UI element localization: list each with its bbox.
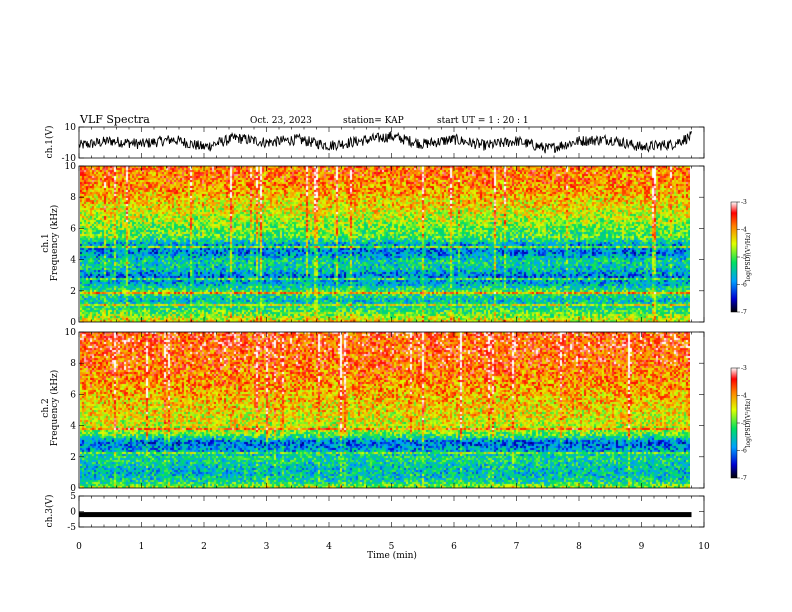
spec2-heatmap — [80, 332, 690, 488]
figure-title: VLF Spectra — [79, 113, 150, 126]
spec2-ytick-label: 10 — [65, 328, 77, 338]
spec2-ytick-label: 2 — [70, 453, 76, 463]
ch1-colorbar-label: log(PSD)(V²/Hz) — [745, 233, 752, 282]
x-tick-label: 9 — [639, 542, 645, 552]
svg-text:ch.2: ch.2 — [41, 398, 51, 417]
cb1-tick-label: -5 — [741, 254, 747, 261]
ch1-ytick-label: -10 — [62, 154, 77, 164]
ch3-ytick-label: -5 — [67, 523, 76, 533]
x-tick-label: 4 — [326, 542, 332, 552]
ch1-waveform-line — [78, 131, 692, 154]
cb2-tick-label: -4 — [741, 393, 747, 400]
cb1-tick-label: -6 — [741, 282, 747, 289]
station-label: station= KAP — [343, 116, 404, 126]
cb2-tick-label: -6 — [741, 448, 747, 455]
spec1-ytick-label: 10 — [65, 162, 77, 172]
svg-text:Frequency (kHz): Frequency (kHz) — [49, 370, 60, 447]
ch3-ylabel: ch.3(V) — [44, 495, 55, 528]
ch2-colorbar: -3 -4 -5 -6 -7 — [730, 365, 747, 482]
spec1-ytick-label: 4 — [70, 256, 76, 266]
ch2-colorbar-label: log(PSD)(V²/Hz) — [745, 399, 752, 448]
svg-text:ch.1: ch.1 — [41, 233, 51, 252]
svg-text:Frequency (kHz): Frequency (kHz) — [49, 205, 60, 282]
ch1-colorbar: -3 -4 -5 -6 -7 — [730, 199, 747, 316]
x-tick-label: 7 — [514, 542, 520, 552]
ch1-ytick-label: 10 — [65, 123, 77, 133]
x-axis-label: Time (min) — [367, 550, 417, 561]
spec1-ytick-label: 2 — [70, 287, 76, 297]
spec1-heatmap — [80, 166, 690, 322]
x-tick-label: 3 — [264, 542, 270, 552]
ch3-ytick-label: 5 — [70, 492, 76, 502]
spec1-ytick-label: 6 — [70, 224, 76, 234]
ch3-waveform-band — [79, 512, 692, 518]
spec1-ytick-label: 8 — [70, 193, 76, 203]
x-tick-label: 10 — [698, 542, 710, 552]
cb1-tick-label: -4 — [741, 227, 747, 234]
ch1-spectrogram-panel: 0 2 4 6 8 10 — [65, 162, 705, 328]
cb2-tick-label: -5 — [741, 420, 747, 427]
time-axis: 0 1 2 3 4 5 6 7 8 9 10 — [76, 542, 710, 552]
spec1-ytick-label: 0 — [70, 318, 76, 328]
ch2-spectrogram-panel: 0 2 4 6 8 10 — [65, 328, 705, 494]
spec2-ytick-label: 8 — [70, 359, 76, 369]
date-label: Oct. 23, 2023 — [250, 116, 312, 126]
x-tick-label: 5 — [389, 542, 395, 552]
ch1-waveform-panel: 10 -10 — [62, 123, 705, 164]
x-tick-label: 6 — [451, 542, 457, 552]
x-tick-label: 1 — [139, 542, 145, 552]
ch1-ylabel: ch.1(V) — [44, 126, 55, 159]
spec2-ytick-label: 0 — [70, 484, 76, 494]
spec1-ylabel: ch.1 Frequency (kHz) — [41, 205, 60, 282]
start-time-label: start UT = 1 : 20 : 1 — [437, 116, 529, 126]
x-tick-label: 8 — [576, 542, 582, 552]
spec2-ytick-label: 6 — [70, 390, 76, 400]
ch3-ytick-label: 0 — [70, 508, 76, 518]
spec2-ylabel: ch.2 Frequency (kHz) — [41, 370, 60, 447]
spec2-ytick-label: 4 — [70, 422, 76, 432]
ch3-waveform-panel: 5 0 -5 — [67, 492, 705, 533]
cb1-tick-label: -3 — [741, 199, 747, 206]
cb2-tick-label: -3 — [741, 365, 747, 372]
x-tick-label: 2 — [201, 542, 207, 552]
x-tick-label: 0 — [76, 542, 82, 552]
cb2-tick-label: -7 — [741, 475, 747, 482]
cb1-tick-label: -7 — [741, 309, 747, 316]
